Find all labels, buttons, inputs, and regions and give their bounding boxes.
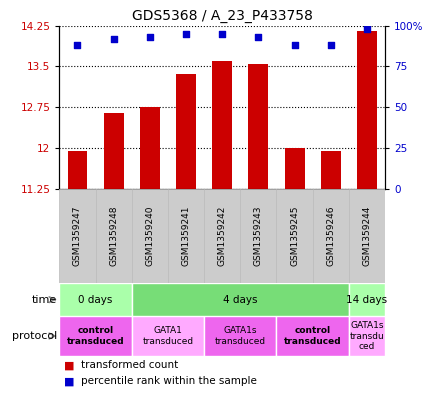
Bar	[59, 316, 132, 356]
Bar	[132, 189, 168, 283]
Text: GATA1
transduced: GATA1 transduced	[143, 326, 194, 346]
Text: control
transduced: control transduced	[67, 326, 125, 346]
Text: GATA1s
transdu
ced: GATA1s transdu ced	[349, 321, 384, 351]
Text: GATA1s
transduced: GATA1s transduced	[215, 326, 266, 346]
Bar	[349, 283, 385, 316]
Bar	[176, 74, 196, 189]
Text: control
transduced: control transduced	[284, 326, 341, 346]
Bar	[285, 148, 304, 189]
Bar	[59, 283, 132, 316]
Text: time: time	[32, 295, 57, 305]
Bar	[240, 189, 276, 283]
Bar	[276, 189, 313, 283]
Bar	[132, 316, 204, 356]
Point	[291, 42, 298, 48]
Text: GSM1359241: GSM1359241	[182, 206, 191, 266]
Text: GSM1359245: GSM1359245	[290, 206, 299, 266]
Point	[183, 31, 190, 37]
Text: GSM1359242: GSM1359242	[218, 206, 227, 266]
Bar	[349, 189, 385, 283]
Bar	[204, 189, 240, 283]
Bar	[321, 151, 341, 189]
Text: GSM1359244: GSM1359244	[363, 206, 371, 266]
Point	[147, 34, 154, 40]
Point	[327, 42, 334, 48]
Point	[255, 34, 262, 40]
Bar	[68, 151, 88, 189]
Text: GSM1359243: GSM1359243	[254, 206, 263, 266]
Text: 4 days: 4 days	[223, 295, 257, 305]
Text: ■: ■	[64, 360, 74, 371]
Bar	[59, 189, 95, 283]
Text: ■: ■	[64, 376, 74, 386]
Bar	[95, 189, 132, 283]
Point	[219, 31, 226, 37]
Bar	[212, 61, 232, 189]
Text: GSM1359248: GSM1359248	[109, 206, 118, 266]
Text: GSM1359246: GSM1359246	[326, 206, 335, 266]
Bar	[249, 64, 268, 189]
Text: percentile rank within the sample: percentile rank within the sample	[81, 376, 257, 386]
Bar	[204, 316, 276, 356]
Point	[110, 35, 117, 42]
Point	[74, 42, 81, 48]
Point	[363, 26, 370, 32]
Title: GDS5368 / A_23_P433758: GDS5368 / A_23_P433758	[132, 9, 313, 23]
Text: GSM1359247: GSM1359247	[73, 206, 82, 266]
Text: transformed count: transformed count	[81, 360, 179, 371]
Bar	[140, 107, 160, 189]
Text: protocol: protocol	[12, 331, 57, 341]
Text: 14 days: 14 days	[346, 295, 388, 305]
Bar	[349, 316, 385, 356]
Bar	[276, 316, 349, 356]
Bar	[104, 112, 124, 189]
Bar	[313, 189, 349, 283]
Bar	[132, 283, 349, 316]
Bar	[357, 31, 377, 189]
Bar	[168, 189, 204, 283]
Text: 0 days: 0 days	[78, 295, 113, 305]
Text: GSM1359240: GSM1359240	[145, 206, 154, 266]
